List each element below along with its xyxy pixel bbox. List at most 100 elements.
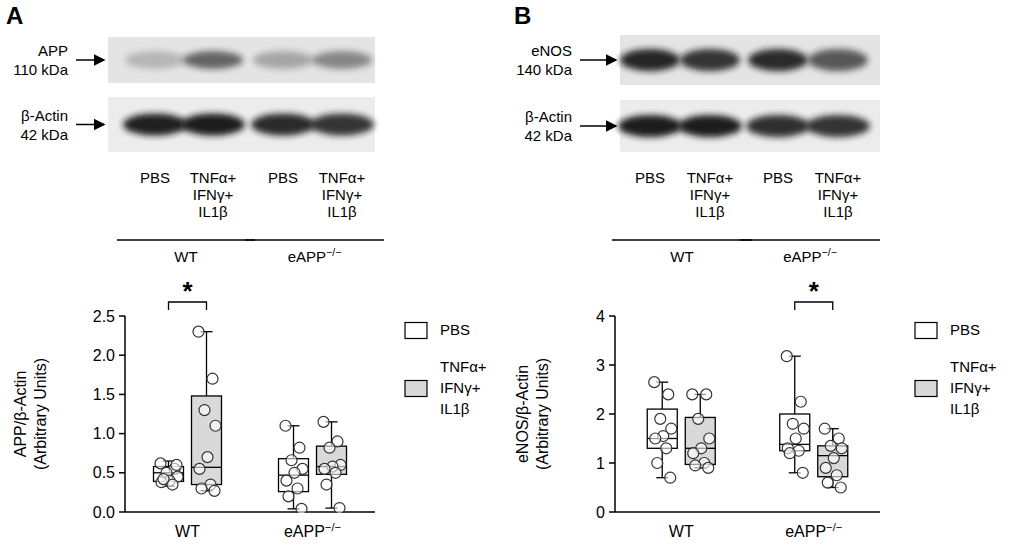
lane-label-line: IFNγ+	[193, 186, 234, 203]
lane-label-line: IL1β	[823, 203, 853, 220]
data-point	[688, 448, 699, 459]
blot-row-label: APP	[38, 42, 68, 59]
data-point	[687, 389, 698, 400]
lane-label: TNFα+IFNγ+IL1β	[190, 169, 237, 220]
legend-label-line: TNFα+	[440, 358, 487, 375]
data-point	[324, 442, 335, 453]
legend-label: TNFα+IFNγ+IL1β	[950, 358, 997, 417]
data-point	[704, 433, 715, 444]
text-part: eAPP	[284, 523, 325, 540]
text-part: eAPP	[785, 523, 826, 540]
lane-label-line: IL1β	[327, 203, 357, 220]
data-point	[655, 413, 666, 424]
blot-arrow	[580, 125, 616, 127]
superscript: −/−	[826, 521, 842, 533]
data-point	[781, 351, 792, 362]
group-underline	[245, 239, 384, 241]
data-point	[209, 485, 220, 496]
y-tick	[119, 433, 125, 435]
superscript: −/−	[822, 246, 837, 258]
data-point	[701, 389, 712, 400]
lane-label: TNFα+IFNγ+IL1β	[687, 169, 734, 220]
data-point	[292, 483, 303, 494]
blot-row-size: 42 kDa	[20, 126, 68, 143]
data-point	[318, 416, 329, 427]
data-point	[797, 467, 808, 478]
data-point	[649, 377, 660, 388]
data-point	[822, 477, 833, 488]
lane-label: PBS	[763, 169, 793, 186]
y-axis-label: eNOS/β-Actin	[514, 365, 531, 463]
legend-label-line: IFNγ+	[950, 379, 991, 396]
lane-label-line: PBS	[268, 169, 298, 186]
blot-arrow	[580, 59, 616, 61]
data-point	[798, 423, 809, 434]
y-tick	[119, 354, 125, 356]
panel: BeNOS140 kDaβ-Actin42 kDaPBSTNFα+IFNγ+IL…	[514, 2, 997, 540]
panel-letter: B	[514, 2, 531, 29]
marks	[154, 326, 347, 513]
y-tick-label: 0.0	[93, 504, 115, 521]
blot-band	[748, 49, 808, 71]
y-tick-label: 1.5	[93, 386, 115, 403]
panel: AAPP110 kDaβ-Actin42 kDaPBSTNFα+IFNγ+IL1…	[6, 2, 487, 540]
data-point	[835, 482, 846, 493]
data-point	[202, 452, 213, 463]
y-axis	[124, 316, 126, 512]
legend-label-line: PBS	[950, 321, 980, 338]
data-point	[207, 373, 218, 384]
blot-arrow	[76, 59, 104, 61]
data-point	[650, 433, 661, 444]
data-point	[820, 462, 831, 473]
group-label: WT	[670, 248, 693, 265]
blot-band	[806, 115, 870, 137]
significance-star: *	[182, 276, 193, 306]
blot-band	[125, 51, 185, 69]
data-point	[321, 479, 332, 490]
legend-label-line: IL1β	[440, 400, 470, 417]
lane-label-line: IL1β	[198, 203, 228, 220]
blot-band	[680, 49, 740, 71]
legend-label-line: PBS	[440, 321, 470, 338]
legend-swatch	[915, 381, 937, 397]
x-axis	[615, 511, 880, 513]
lane-label-line: IFNγ+	[818, 186, 859, 203]
x-tick-label: eAPP−/−	[785, 521, 842, 540]
y-tick-label: 2	[596, 406, 605, 423]
lane-label: TNFα+IFNγ+IL1β	[319, 169, 366, 220]
data-point	[294, 442, 305, 453]
data-point	[281, 475, 292, 486]
data-point	[690, 460, 701, 471]
lane-label-line: IFNγ+	[690, 186, 731, 203]
y-tick-label: 4	[596, 308, 605, 325]
y-tick	[609, 511, 615, 513]
lane-label-line: TNFα+	[319, 169, 366, 186]
lane-label: TNFα+IFNγ+IL1β	[815, 169, 862, 220]
data-point	[158, 474, 169, 485]
data-point	[210, 420, 221, 431]
data-point	[280, 420, 291, 431]
data-point	[194, 463, 205, 474]
marks	[647, 351, 848, 493]
y-tick	[609, 364, 615, 366]
lane-label: PBS	[268, 169, 298, 186]
data-point	[703, 462, 714, 473]
blot-band	[183, 51, 243, 69]
lane-label: PBS	[635, 169, 665, 186]
blot-arrow	[76, 124, 104, 126]
data-point	[795, 396, 806, 407]
data-point	[283, 491, 294, 502]
y-tick	[609, 462, 615, 464]
group-label: eAPP−/−	[783, 246, 837, 265]
data-point	[334, 503, 345, 513]
text-part: eAPP	[783, 248, 821, 265]
y-tick	[119, 315, 125, 317]
blot-band	[746, 115, 810, 137]
data-point	[831, 470, 842, 481]
x-tick-label: WT	[669, 523, 694, 540]
blot-row-size: 110 kDa	[13, 61, 68, 78]
whisker-lower	[331, 474, 332, 508]
whisker-upper	[206, 332, 207, 396]
group-underline	[612, 239, 752, 241]
lane-label-line: PBS	[763, 169, 793, 186]
